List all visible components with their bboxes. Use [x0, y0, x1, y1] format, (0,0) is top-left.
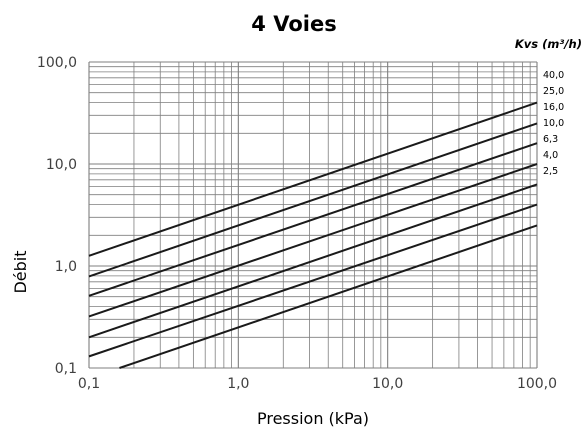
y-tick-label: 100,0 [37, 55, 77, 71]
series-label: 16,0 [543, 102, 564, 113]
series-label: 25,0 [543, 86, 564, 97]
series-line [88, 203, 538, 358]
series-line [119, 224, 538, 369]
tick-labels: 0,1 1,0 10,0 100,0 0,1 1,0 10,0 100,0 [37, 55, 557, 392]
series-line [88, 122, 538, 278]
y-tick-label: 1,0 [55, 259, 77, 275]
series-line [88, 183, 538, 339]
x-tick-label: 0,1 [78, 376, 100, 392]
series-label: 4,0 [543, 150, 558, 161]
series-lines [88, 101, 538, 369]
x-tick-label: 1,0 [227, 376, 249, 392]
series-label: 10,0 [543, 118, 564, 129]
series-labels: 40,0 25,0 16,0 10,0 6,3 4,0 2,5 [543, 70, 564, 177]
series-line [88, 142, 538, 297]
series-label: 40,0 [543, 70, 564, 81]
y-axis-label: Débit [11, 250, 30, 293]
series-label: 6,3 [543, 134, 558, 145]
x-axis-label: Pression (kPa) [257, 409, 369, 428]
x-tick-label: 100,0 [517, 376, 557, 392]
chart-title: 4 Voies [251, 12, 336, 36]
x-tick-label: 10,0 [372, 376, 403, 392]
series-line [88, 163, 538, 318]
grid [88, 61, 538, 369]
legend-title: Kvs (m³/h) [515, 37, 582, 51]
y-tick-label: 10,0 [46, 157, 77, 173]
y-tick-label: 0,1 [55, 361, 77, 377]
series-line [88, 101, 538, 257]
series-label: 2,5 [543, 166, 558, 177]
